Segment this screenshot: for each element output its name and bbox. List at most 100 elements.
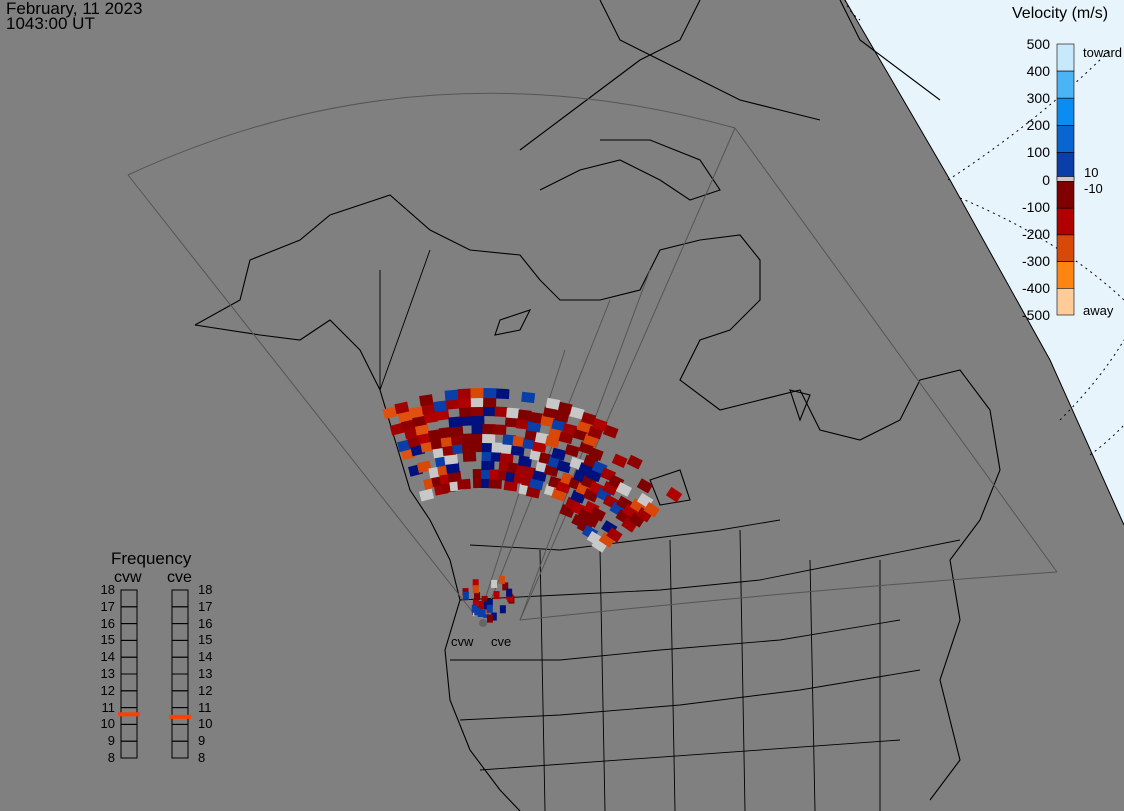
scatter-cell [598, 532, 616, 548]
scatter-cell [483, 396, 497, 408]
scatter-cell [472, 579, 479, 588]
scatter-cell [474, 592, 481, 601]
frequency-cell [171, 606, 189, 625]
frequency-tick: 13 [198, 666, 213, 681]
colorbar-tick: 500 [1026, 36, 1050, 52]
frequency-tick: 16 [198, 615, 213, 631]
frequency-cell [120, 740, 138, 759]
scatter-cell [548, 427, 564, 440]
scatter-cell [445, 398, 460, 410]
colorbar-segment [1056, 207, 1075, 236]
frequency-tick: 17 [198, 598, 213, 614]
scatter-cell [521, 391, 536, 404]
scatter-cell [482, 423, 496, 435]
colorbar-segment [1056, 43, 1075, 72]
frequency-cell [120, 623, 138, 641]
scatter-cell [556, 459, 572, 474]
frequency-radar-cvw: cvw [114, 569, 142, 586]
scatter-cell [403, 426, 419, 440]
scatter-cell [438, 426, 453, 439]
frequency-cell [120, 656, 138, 675]
scatter-cell [591, 537, 608, 553]
frequency-tick: 14 [198, 649, 213, 665]
frequency-cell [171, 723, 189, 742]
frequency-marker [169, 714, 191, 719]
scatter-cell [621, 517, 638, 533]
scatter-cell [449, 425, 464, 437]
scatter-cell [428, 429, 443, 441]
colorbar-segment [1056, 125, 1075, 153]
scatter-cell [665, 486, 683, 503]
colorbar-tick: 0 [1042, 171, 1050, 188]
scatter-cell [477, 608, 484, 617]
colorbar-tick: -500 [1021, 307, 1050, 323]
frequency-tick: 11 [101, 699, 116, 715]
radar-site-marker [479, 619, 487, 627]
scatter-cell [493, 591, 500, 600]
scatter-cell [589, 506, 606, 522]
toward-label: toward [1083, 45, 1123, 60]
scatter-cell [507, 593, 514, 602]
scatter-cell [528, 477, 544, 491]
scatter-cell [545, 397, 561, 410]
scatter-cell [643, 501, 660, 518]
scatter-cell [458, 397, 472, 409]
scatter-cell [583, 513, 600, 528]
gs-lower-label: -10 [1084, 181, 1103, 196]
colorbar-segment [1056, 181, 1075, 209]
scatter-cell [510, 444, 525, 457]
frequency-tick: 12 [198, 682, 213, 698]
scatter-cell [502, 582, 509, 591]
scatter-cells [382, 387, 683, 623]
scatter-cell [526, 420, 542, 433]
scatter-cell [394, 401, 410, 415]
scatter-cell [606, 527, 623, 543]
frequency-cell [120, 690, 138, 709]
frequency-tick: 15 [100, 632, 115, 648]
scatter-cell [445, 462, 460, 474]
scatter-cell [544, 435, 560, 449]
scatter-cell [491, 579, 498, 588]
scatter-cell [626, 454, 643, 470]
scatter-cell [517, 455, 533, 468]
frequency-marker [118, 712, 140, 717]
scatter-cell [472, 585, 479, 594]
colorbar-tick: -300 [1021, 252, 1050, 269]
scatter-cell [628, 512, 645, 528]
scatter-cell [421, 402, 436, 415]
scatter-cell [472, 598, 479, 607]
scatter-cell [444, 453, 459, 465]
scatter-cell [389, 422, 405, 436]
frequency-cell [171, 639, 189, 658]
scatter-cell [540, 414, 555, 428]
colorbar-tick: 200 [1026, 117, 1050, 134]
scatter-cell [636, 478, 654, 494]
scatter-cell [471, 414, 485, 426]
scatter-cell [417, 431, 433, 445]
scatter-cell [580, 411, 597, 426]
scatter-cell [423, 411, 438, 424]
velocity-colorbar [1056, 43, 1075, 316]
frequency-cell [120, 639, 138, 658]
scatter-cell [515, 418, 530, 430]
scatter-cell [416, 460, 432, 474]
scatter-cell [602, 481, 619, 496]
scatter-cell [488, 478, 502, 489]
scatter-cell [543, 406, 558, 419]
scatter-cell [506, 407, 520, 419]
frequency-cell [120, 723, 138, 742]
scatter-cell [587, 447, 604, 462]
scatter-cell [440, 435, 455, 448]
frequency-cell [120, 673, 138, 692]
frequency-cell [171, 589, 189, 608]
colorbar-tick: 100 [1026, 144, 1050, 161]
scatter-cell [503, 479, 518, 492]
frequency-tick: 14 [100, 649, 115, 665]
scatter-cell [564, 443, 580, 458]
scatter-cell [448, 416, 463, 428]
scatter-cell [482, 405, 497, 417]
colorbar-tick: -400 [1021, 279, 1050, 296]
colorbar-segment [1056, 97, 1075, 126]
